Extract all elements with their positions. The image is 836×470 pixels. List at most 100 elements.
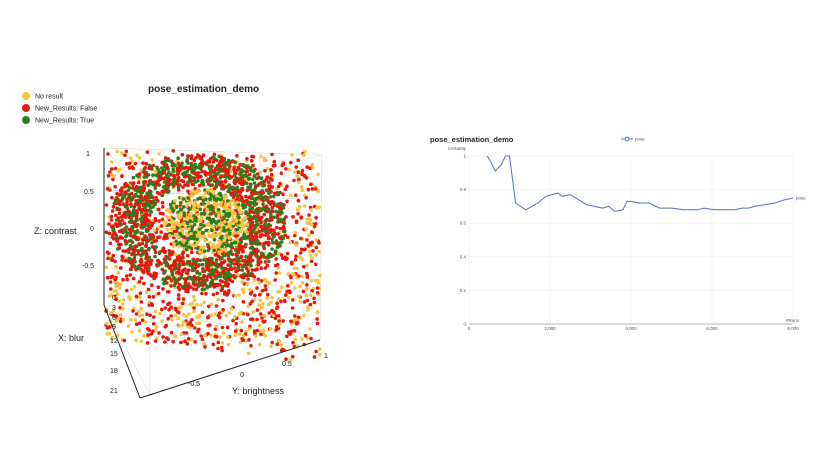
scatter-point — [112, 314, 116, 318]
scatter-point — [160, 319, 164, 323]
legend-marker-false — [22, 104, 30, 112]
scatter-point — [129, 318, 133, 322]
scatter-point — [294, 220, 299, 224]
scatter-point — [262, 314, 267, 318]
scatter-point — [305, 221, 310, 225]
scatter-point — [130, 159, 135, 164]
scatter-point — [226, 335, 230, 339]
scatter-point — [265, 292, 270, 297]
scatter-point — [177, 287, 182, 292]
scatter-point — [139, 339, 143, 344]
scatter-point — [233, 314, 237, 319]
scatter-point — [279, 343, 284, 347]
scatter-point — [267, 311, 272, 315]
scatter-point — [253, 334, 258, 338]
scatter-point — [124, 149, 129, 154]
scatter-point — [186, 254, 190, 258]
scatter-point — [276, 184, 281, 189]
scatter-point — [209, 313, 214, 318]
scatter-point — [118, 306, 122, 310]
scatter-point — [252, 278, 256, 283]
scatter-point — [163, 306, 167, 310]
scatter-point — [132, 306, 136, 311]
scatter-point — [199, 334, 203, 338]
scatter-point — [231, 318, 235, 323]
scatter-point — [145, 150, 150, 154]
scatter-point — [290, 306, 295, 310]
scatter-point — [238, 340, 243, 345]
scatter-point — [303, 333, 308, 338]
y-tick-label: 0.8 — [460, 187, 467, 192]
y-tick-label: 0.2 — [460, 288, 467, 293]
scatter-point — [296, 212, 300, 216]
scatter-point — [273, 263, 278, 268]
scatter-point — [113, 280, 117, 285]
scatter-point — [108, 241, 113, 246]
legend-label-no-result: No result — [35, 94, 63, 101]
scatter-legend: No result New_Results: False New_Results… — [22, 92, 97, 125]
scatter-point — [171, 149, 176, 153]
scatter-point — [299, 215, 303, 219]
scatter-point — [298, 299, 303, 304]
scatter-point — [179, 332, 184, 337]
scatter-point — [137, 329, 142, 333]
scatter-point — [264, 287, 268, 292]
scatter-point — [283, 293, 288, 297]
scatter-point — [247, 327, 252, 331]
scatter-point — [134, 322, 139, 327]
scatter-point — [246, 269, 250, 274]
scatter-point — [280, 347, 285, 352]
scatter-point — [259, 332, 263, 337]
scatter-point — [288, 290, 292, 295]
scatter-point — [226, 342, 231, 347]
scatter-point — [305, 165, 310, 169]
scatter-point — [214, 324, 219, 329]
scatter-point — [284, 257, 288, 262]
scatter-point — [165, 336, 169, 340]
scatter-point — [153, 339, 158, 343]
scatter-point — [291, 215, 295, 219]
scatter-point — [116, 270, 121, 275]
scatter-point — [286, 272, 291, 276]
scatter-point — [194, 302, 199, 307]
scatter-point — [297, 177, 301, 182]
scatter-point — [145, 312, 149, 317]
scatter-point — [285, 334, 289, 339]
scatter-point — [292, 266, 297, 271]
scatter-point — [270, 205, 275, 210]
scatter-point — [298, 284, 302, 289]
scatter-point — [314, 262, 318, 267]
scatter-point — [181, 320, 186, 324]
scatter-point — [276, 289, 281, 294]
scatter-point — [318, 273, 322, 278]
scatter-point — [214, 304, 219, 308]
scatter-point — [186, 336, 191, 341]
scatter-point — [125, 277, 129, 282]
scatter-point — [133, 318, 138, 322]
scatter-point — [277, 271, 282, 275]
scatter-point — [302, 300, 307, 304]
scatter-point — [279, 171, 284, 176]
scatter-point — [179, 340, 183, 345]
scatter-point — [120, 254, 124, 259]
scatter-point — [135, 153, 139, 158]
scatter-point — [289, 319, 293, 324]
scatter-point — [291, 340, 295, 345]
scatter-point — [206, 159, 210, 163]
scatter-point — [278, 181, 282, 186]
scatter-point — [113, 185, 117, 189]
scatter-point — [259, 305, 264, 310]
scatter-point — [197, 327, 201, 332]
scatter-point — [312, 355, 317, 359]
scatter-point — [297, 180, 301, 185]
scatter-point — [117, 167, 122, 172]
scatter-point — [202, 255, 207, 259]
scatter-point — [271, 313, 276, 318]
scatter-point — [111, 177, 115, 182]
scatter-point — [307, 249, 312, 254]
scatter-point — [206, 304, 211, 309]
scatter-point — [181, 297, 186, 301]
legend-marker-no-result — [22, 92, 30, 100]
